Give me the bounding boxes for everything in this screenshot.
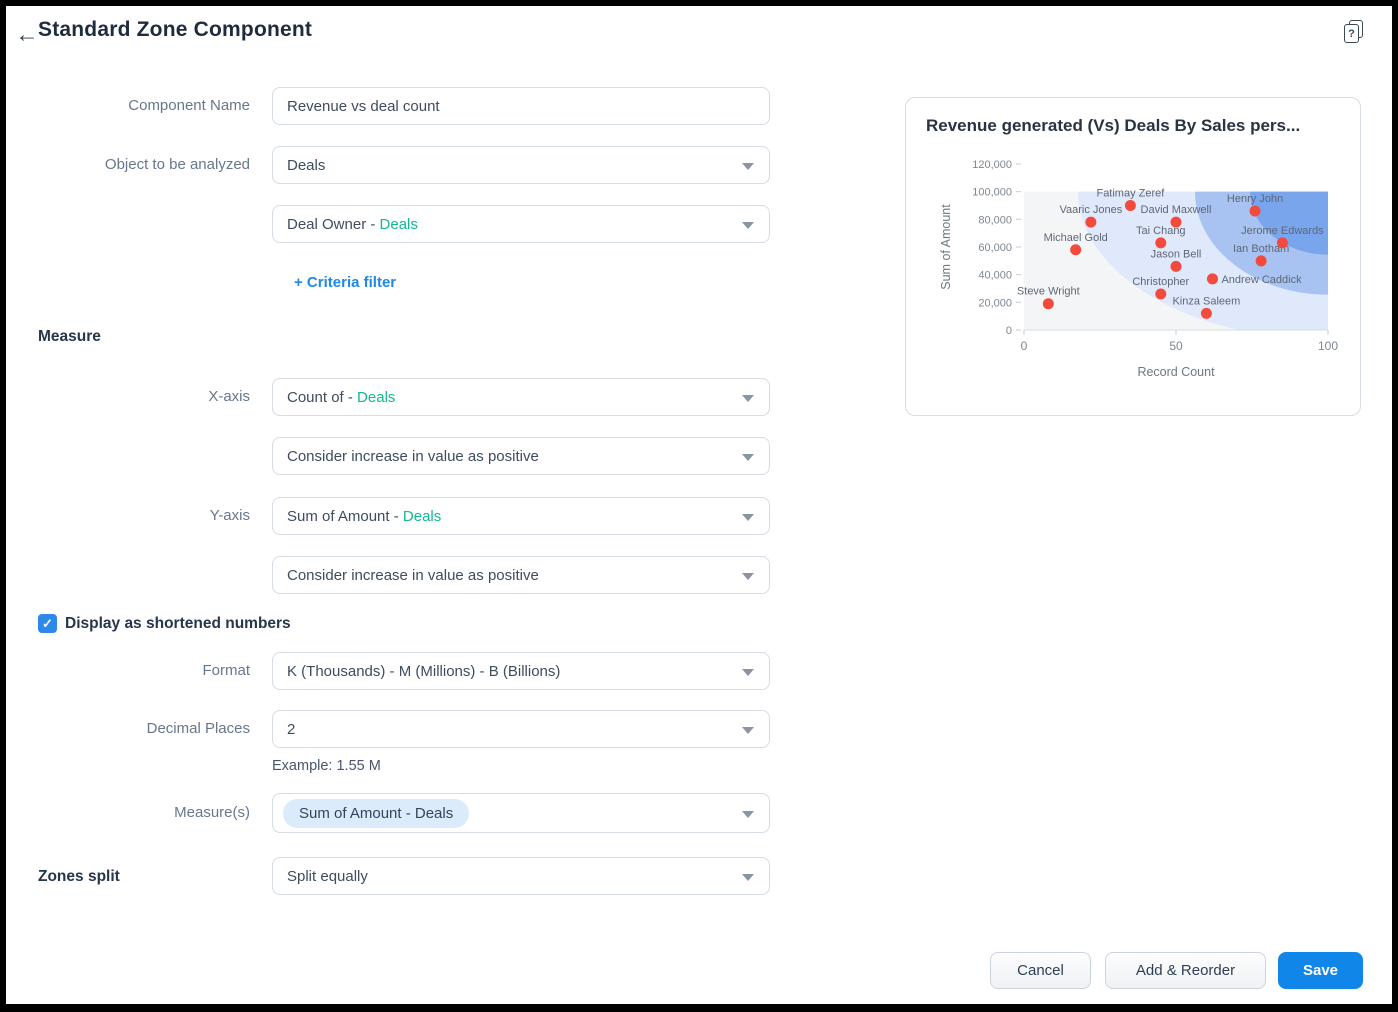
x-tick-label: 50 — [1169, 339, 1183, 353]
x-axis-measure-value: Count of - Deals — [287, 388, 396, 406]
cancel-button[interactable]: Cancel — [990, 952, 1091, 989]
scatter-point — [1255, 255, 1267, 267]
zone-component-editor: ← Standard Zone Component ? Component Na… — [6, 6, 1392, 1004]
component-name-label: Component Name — [128, 97, 250, 114]
scatter-point — [1155, 237, 1167, 249]
point-label: Ian Botham — [1233, 243, 1289, 255]
measures-label: Measure(s) — [174, 804, 250, 821]
measure-section-heading: Measure — [38, 328, 101, 345]
decimal-places-label: Decimal Places — [146, 720, 250, 737]
chevron-down-icon — [742, 874, 754, 881]
scatter-point — [1170, 260, 1182, 272]
chart-preview-card: Revenue generated (Vs) Deals By Sales pe… — [905, 97, 1361, 416]
x-axis-direction-value: Consider increase in value as positive — [287, 447, 539, 465]
help-icon-question-glyph: ? — [1344, 24, 1359, 43]
y-tick-label: 120,000 — [972, 159, 1012, 171]
zones-split-select[interactable]: Split equally — [272, 857, 770, 895]
chevron-down-icon — [742, 669, 754, 676]
y-tick-label: 60,000 — [978, 242, 1012, 254]
chevron-down-icon — [742, 573, 754, 580]
point-label: Jerome Edwards — [1241, 225, 1324, 237]
point-label: Tai Chang — [1136, 225, 1186, 237]
chevron-down-icon — [742, 727, 754, 734]
scatter-point — [1070, 244, 1082, 256]
chevron-down-icon — [742, 811, 754, 818]
shortened-numbers-checkbox[interactable]: ✓ — [38, 614, 57, 633]
y-tick-label: 0 — [1006, 325, 1012, 337]
point-label: Henry John — [1227, 193, 1283, 205]
measure-chip[interactable]: Sum of Amount - Deals — [283, 798, 470, 828]
zones-split-label: Zones split — [38, 868, 120, 885]
zone-band — [1250, 191, 1328, 255]
y-tick-label: 80,000 — [978, 214, 1012, 226]
scatter-point — [1170, 216, 1182, 228]
point-label: Kinza Saleem — [1172, 295, 1240, 307]
x-axis-measure-select[interactable]: Count of - Deals — [272, 378, 770, 416]
component-name-input[interactable] — [272, 87, 770, 125]
scatter-point — [1042, 298, 1054, 310]
shortened-numbers-label[interactable]: Display as shortened numbers — [65, 615, 291, 632]
y-axis-direction-value: Consider increase in value as positive — [287, 566, 539, 584]
format-label: Format — [202, 662, 250, 679]
x-axis-label: X-axis — [208, 388, 250, 405]
y-axis-measure-select[interactable]: Sum of Amount - Deals — [272, 497, 770, 535]
format-select-value: K (Thousands) - M (Millions) - B (Billio… — [287, 662, 561, 680]
check-icon: ✓ — [42, 616, 53, 631]
point-label: Jason Bell — [1151, 248, 1202, 260]
measures-select[interactable]: Sum of Amount - Deals — [272, 793, 770, 833]
point-label: Fatimay Zeref — [1096, 188, 1165, 200]
chevron-down-icon — [742, 222, 754, 229]
format-select[interactable]: K (Thousands) - M (Millions) - B (Billio… — [272, 652, 770, 690]
y-tick-label: 20,000 — [978, 297, 1012, 309]
decimal-places-select[interactable]: 2 — [272, 710, 770, 748]
zone-bands — [1024, 191, 1328, 330]
point-label: Vaaric Jones — [1059, 204, 1122, 216]
dimension-select-value: Deal Owner - Deals — [287, 215, 418, 233]
chevron-down-icon — [742, 163, 754, 170]
zone-chart-svg: 0 50 100 0 20,000 40,000 60,000 80,000 100,000 12… — [939, 159, 1338, 379]
scatter-point — [1206, 273, 1218, 285]
y-tick-label: 100,000 — [972, 187, 1012, 199]
point-label: David Maxwell — [1141, 204, 1212, 216]
decimal-places-value: 2 — [287, 720, 296, 738]
add-reorder-button[interactable]: Add & Reorder — [1105, 952, 1266, 989]
scatter-point — [1155, 288, 1167, 300]
x-axis-title: Record Count — [1137, 365, 1215, 379]
point-label: Christopher — [1132, 276, 1189, 288]
y-axis-measure-value: Sum of Amount - Deals — [287, 507, 442, 525]
scatter-point — [1200, 307, 1212, 319]
point-label: Michael Gold — [1044, 232, 1108, 244]
chevron-down-icon — [742, 514, 754, 521]
point-label: Andrew Caddick — [1221, 274, 1302, 286]
y-axis-title: Sum of Amount — [939, 204, 953, 290]
page-title: Standard Zone Component — [38, 18, 313, 41]
x-tick-label: 0 — [1021, 339, 1028, 353]
point-label: Steve Wright — [1017, 286, 1080, 298]
save-button[interactable]: Save — [1278, 952, 1363, 989]
help-icon[interactable]: ? — [1343, 20, 1367, 46]
dimension-select[interactable]: Deal Owner - Deals — [272, 205, 770, 243]
y-tick-label: 40,000 — [978, 270, 1012, 282]
chevron-down-icon — [742, 395, 754, 402]
zones-split-value: Split equally — [287, 867, 368, 885]
decimal-example-text: Example: 1.55 M — [272, 758, 381, 774]
x-axis-direction-select[interactable]: Consider increase in value as positive — [272, 437, 770, 475]
chart-title: Revenue generated (Vs) Deals By Sales pe… — [926, 116, 1301, 135]
back-arrow-icon[interactable]: ← — [15, 21, 39, 47]
scatter-point — [1124, 200, 1136, 211]
scatter-point — [1276, 237, 1288, 249]
object-label: Object to be analyzed — [104, 156, 250, 173]
object-select[interactable]: Deals — [272, 146, 770, 184]
scatter-point — [1249, 205, 1261, 217]
scatter-point — [1085, 216, 1097, 228]
x-tick-label: 100 — [1318, 339, 1338, 353]
object-select-value: Deals — [287, 156, 326, 174]
y-axis-label: Y-axis — [209, 507, 250, 524]
criteria-filter-link[interactable]: + Criteria filter — [294, 274, 397, 291]
chevron-down-icon — [742, 454, 754, 461]
y-axis-direction-select[interactable]: Consider increase in value as positive — [272, 556, 770, 594]
